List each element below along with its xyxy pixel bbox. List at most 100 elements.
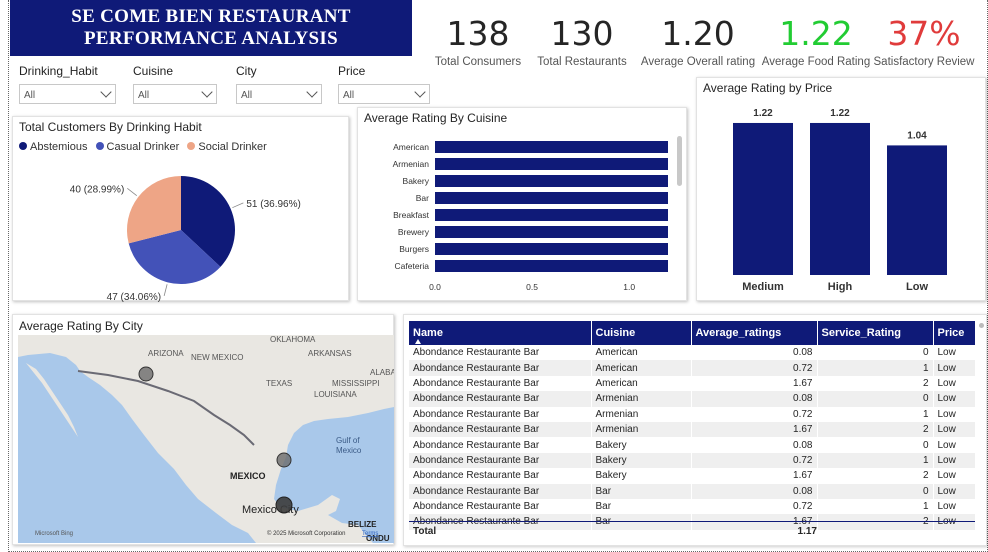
table-cell: 1 [817,360,934,376]
legend-item-abstemious[interactable]: Abstemious [19,141,87,153]
table-cell: 0.72 [691,452,818,469]
table-row[interactable]: Abondance Restaurante Bar Bakery 0.08 0 Low [409,437,976,453]
price-bar[interactable] [810,122,870,275]
table-cell: 0.08 [691,483,818,499]
cuisine-bar[interactable] [435,141,668,153]
table-cell: Abondance Restaurante Bar [409,498,592,515]
cuisine-bar-panel[interactable]: Average Rating By Cuisine American Armeni… [357,107,687,301]
kpi-value: 138 [446,14,510,53]
price-bar[interactable] [887,145,947,275]
map-bubble[interactable] [275,496,293,514]
pie-slice[interactable] [181,176,235,267]
panel-title: Average Rating By Cuisine [364,111,508,125]
cuisine-bar[interactable] [435,192,668,204]
cuisine-axis-tick: 0.0 [429,282,441,292]
legend-dot [95,142,104,150]
cuisine-bar[interactable] [435,260,668,272]
city-map-panel[interactable]: Average Rating By City ARIZONA NEW MEXIC… [12,314,394,545]
map-label-mississippi: MISSISSIPPI [332,379,380,388]
table-cell: Bakery [591,468,692,484]
table-cell: 0.72 [691,360,818,376]
pie-data-label: 47 (34.06%) [107,292,161,302]
chevron-down-icon [306,86,318,98]
price-dropdown[interactable]: All [338,84,430,104]
cuisine-tick-label: American [393,142,429,152]
filter-price: Price All [338,64,430,104]
price-bar[interactable] [733,122,793,275]
cuisine-bar[interactable] [435,226,668,238]
legend-item-casual-drinker[interactable]: Casual Drinker [95,141,179,153]
table-cell: Bar [591,498,692,515]
kpi-total-consumers: 138 Total Consumers [432,14,524,68]
panel-title: Total Customers By Drinking Habit [19,120,202,134]
cuisine-bar[interactable] [435,243,668,255]
header-label: Service_Rating [821,327,901,339]
kpi-label: Satisfactory Review [873,56,975,68]
map-terms-link[interactable]: Terms [362,531,378,537]
price-data-label: 1.22 [753,108,773,119]
cuisine-axis-tick: 0.5 [526,282,538,292]
column-header-name[interactable]: Name [409,321,592,345]
table-row[interactable]: Abondance Restaurante Bar Armenian 0.08 0 Lo… [409,391,976,407]
filter-drinking-habit: Drinking_Habit All [19,64,116,104]
table-cell: Low [933,375,976,392]
pie-slice[interactable] [128,230,221,284]
panel-title: Average Rating By City [19,319,143,333]
dropdown-value: All [24,90,36,101]
table-cell: Low [933,391,976,407]
table-row[interactable]: Abondance Restaurante Bar American 0.72 1 Lo… [409,360,976,376]
table-cell: Bakery [591,437,692,453]
column-header-service-rating[interactable]: Service_Rating [817,321,934,345]
scrollbar-indicator[interactable] [979,323,984,328]
table-cell: Abondance Restaurante Bar [409,375,592,392]
cuisine-dropdown[interactable]: All [133,84,217,104]
filter-label: Price [338,64,366,78]
drinking-habit-dropdown[interactable]: All [19,84,116,104]
table-row[interactable]: Abondance Restaurante Bar Armenian 1.67 2 Lo… [409,421,976,438]
filter-city: City All [236,64,322,104]
dropdown-value: All [343,90,355,101]
cuisine-bar-chart: American Armenian Bakery Bar Breakfast Brewer… [393,141,668,292]
pie-slice[interactable] [127,176,181,244]
legend-dot [19,142,27,150]
report-title-line-1: SE COME BIEN RESTAURANT [71,6,351,27]
cuisine-tick-label: Armenian [393,159,430,169]
header-label: Cuisine [595,327,636,339]
kpi-satisfactory-review: 37% Satisfactory Review [873,14,975,68]
table-row[interactable]: Abondance Restaurante Bar Armenian 0.72 1 Lo… [409,406,976,422]
map-bubble[interactable] [276,452,292,468]
table-row[interactable]: Abondance Restaurante Bar American 1.67 2 Lo… [409,375,976,392]
table-row[interactable]: Abondance Restaurante Bar American 0.08 0 Lo… [409,345,976,361]
table-cell: 1.67 [691,468,818,484]
cuisine-bar[interactable] [435,175,668,187]
table-cell: 1.67 [691,421,818,438]
table-cell: 2 [817,375,934,392]
city-map[interactable]: ARIZONA NEW MEXICO OKLAHOMA ARKANSAS TEX… [18,335,394,543]
price-bar-panel[interactable]: Average Rating by Price 1.22 Medium 1.22 Hi… [696,77,986,301]
table-row[interactable]: Abondance Restaurante Bar Bar 0.08 0 Low [409,483,976,499]
table-cell: 1 [817,452,934,469]
scrollbar-thumb[interactable] [677,136,682,186]
table-row[interactable]: Abondance Restaurante Bar Bakery 1.67 2 Low [409,468,976,484]
table-row[interactable]: Abondance Restaurante Bar Bar 0.72 1 Low [409,498,976,515]
pie-legend: Abstemious Casual Drinker Social Drinker [19,141,272,153]
map-label-belize: BELIZE [348,520,377,529]
table-cell: American [591,375,692,392]
cuisine-tick-label: Breakfast [393,210,430,220]
table-cell: Low [933,498,976,515]
restaurant-table-panel[interactable]: Name Cuisine Average_ratings Service_Rat… [403,314,987,546]
drinking-habit-pie-panel[interactable]: Total Customers By Drinking Habit Abstem… [12,116,349,302]
table-cell: Abondance Restaurante Bar [409,452,592,469]
column-header-price[interactable]: Price [933,321,976,345]
table-row[interactable]: Abondance Restaurante Bar Bakery 0.72 1 Low [409,452,976,469]
kpi-label: Average Food Rating [761,56,871,68]
column-header-average-ratings[interactable]: Average_ratings [691,321,818,345]
legend-item-social-drinker[interactable]: Social Drinker [187,141,267,153]
cuisine-bar[interactable] [435,158,668,170]
cuisine-bar[interactable] [435,209,668,221]
column-header-cuisine[interactable]: Cuisine [591,321,692,345]
map-bubble[interactable] [138,366,154,382]
city-dropdown[interactable]: All [236,84,322,104]
header-label: Price [937,327,965,339]
